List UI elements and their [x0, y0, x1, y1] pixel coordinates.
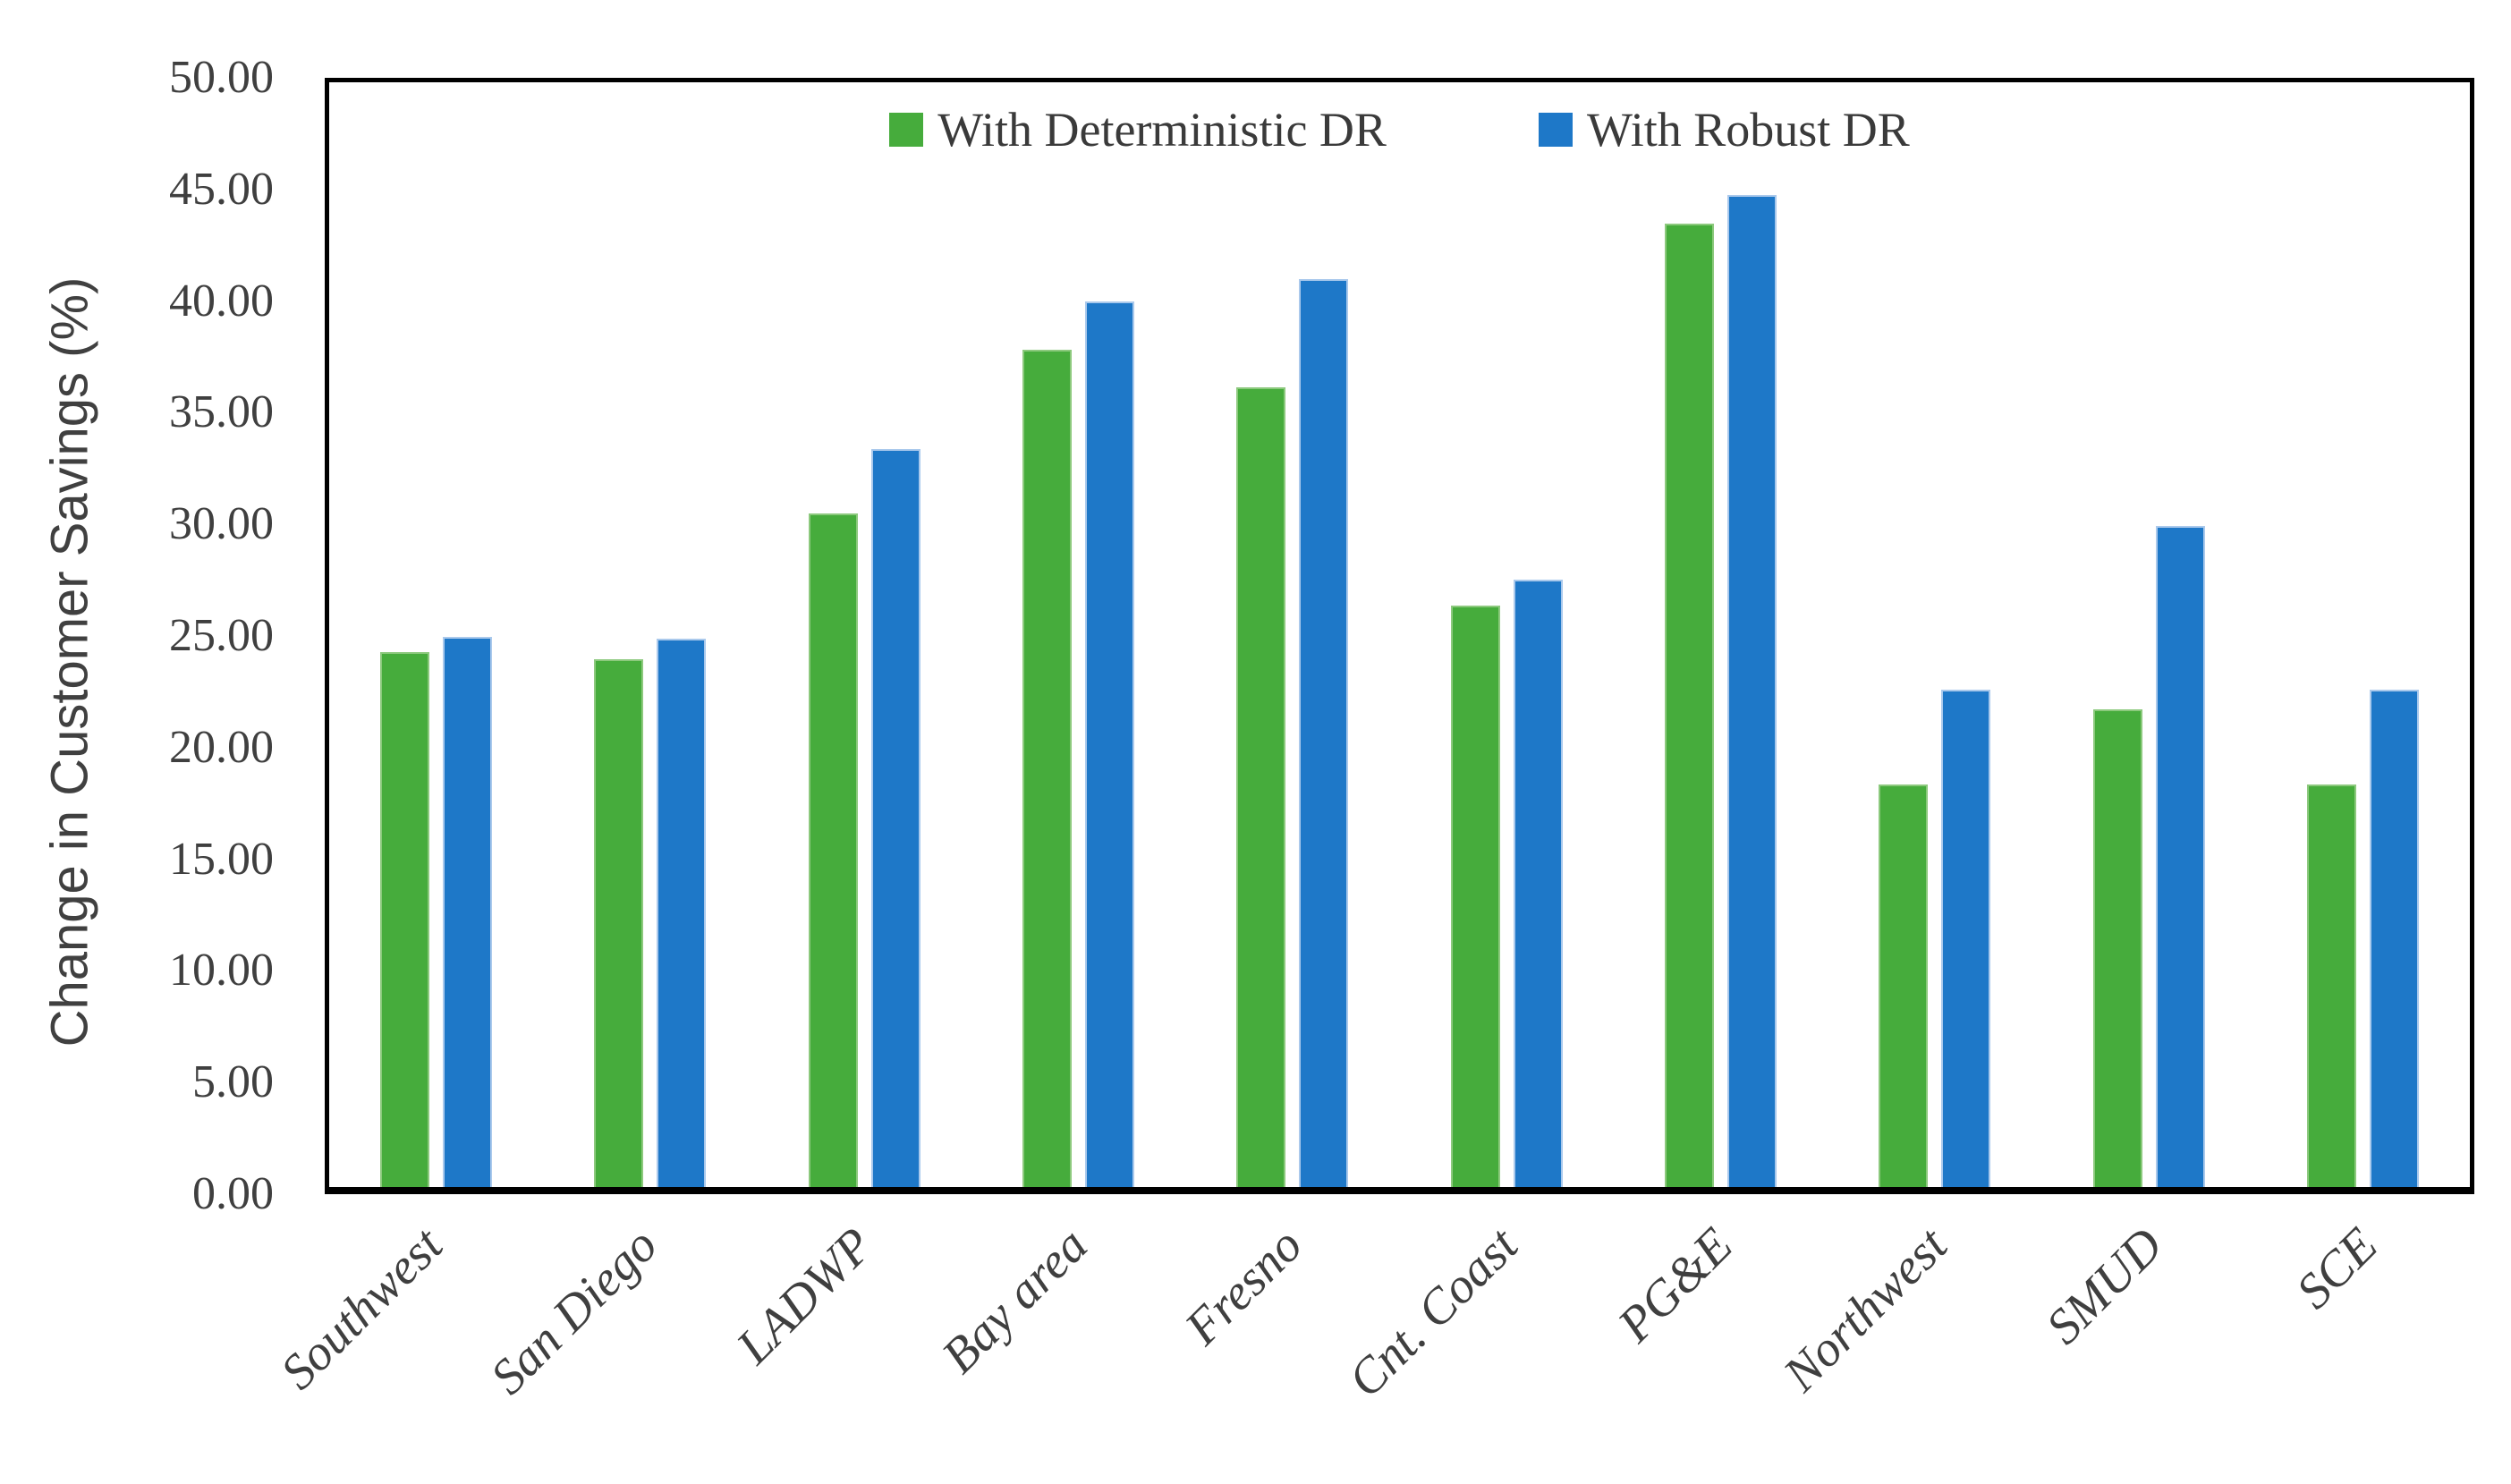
y-tick-label: 50.00: [169, 52, 274, 103]
bar-group-bay-area: [971, 82, 1185, 1187]
bar-with-deterministic-dr-northwest: [1879, 784, 1929, 1187]
y-tick-label: 45.00: [169, 163, 274, 215]
bar-with-deterministic-dr-cnt-coast: [1450, 606, 1500, 1187]
bar-with-deterministic-dr-smud: [2092, 709, 2142, 1187]
bar-with-robust-dr-fresno: [1299, 278, 1349, 1187]
bar-group-southwest: [329, 82, 543, 1187]
y-tick-label: 25.00: [169, 610, 274, 661]
bar-with-deterministic-dr-pg-e: [1664, 224, 1714, 1187]
bar-group-san-diego: [543, 82, 757, 1187]
bar-with-robust-dr-smud: [2155, 526, 2205, 1187]
bar-group-fresno: [1185, 82, 1399, 1187]
bar-group-northwest: [1828, 82, 2041, 1187]
bar-group-cnt-coast: [1399, 82, 1613, 1187]
bar-with-robust-dr-sce: [2369, 690, 2419, 1187]
y-tick-label: 10.00: [169, 945, 274, 996]
bar-with-robust-dr-ladwp: [870, 449, 920, 1187]
bar-with-deterministic-dr-san-diego: [594, 658, 644, 1187]
bar-with-robust-dr-southwest: [443, 636, 493, 1187]
bar-with-robust-dr-pg-e: [1726, 194, 1777, 1187]
bar-with-robust-dr-northwest: [1941, 690, 1991, 1187]
plot-area: With Deterministic DR With Robust DR: [325, 78, 2474, 1194]
bar-group-smud: [2041, 82, 2255, 1187]
bar-group-pg-e: [1614, 82, 1828, 1187]
bar-with-deterministic-dr-sce: [2306, 784, 2356, 1187]
bar-with-deterministic-dr-fresno: [1236, 386, 1286, 1187]
bar-with-deterministic-dr-southwest: [380, 652, 430, 1187]
y-tick-label: 35.00: [169, 386, 274, 438]
y-tick-label: 0.00: [192, 1168, 274, 1219]
bar-with-robust-dr-cnt-coast: [1513, 579, 1563, 1187]
y-tick-label: 30.00: [169, 498, 274, 550]
y-tick-label: 15.00: [169, 833, 274, 885]
y-tick-label: 5.00: [192, 1056, 274, 1108]
bar-with-deterministic-dr-ladwp: [808, 513, 858, 1187]
bar-group-sce: [2256, 82, 2470, 1187]
y-tick-label: 20.00: [169, 721, 274, 773]
bar-with-robust-dr-san-diego: [657, 639, 707, 1187]
bar-with-deterministic-dr-bay-area: [1022, 349, 1073, 1187]
y-tick-label: 40.00: [169, 275, 274, 326]
bar-group-ladwp: [758, 82, 971, 1187]
bar-with-robust-dr-bay-area: [1085, 301, 1135, 1187]
bar-groups: [329, 82, 2470, 1187]
